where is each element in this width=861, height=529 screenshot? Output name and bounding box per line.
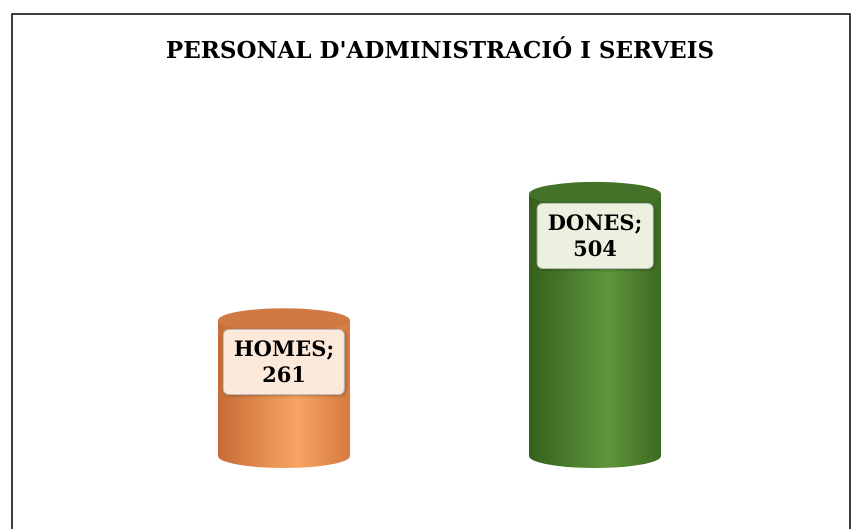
chart-title: PERSONAL D'ADMINISTRACIÓ I SERVEIS	[166, 37, 714, 64]
data-label: HOMES; 261	[222, 329, 346, 396]
cylinder-top	[529, 181, 661, 206]
chart-frame	[11, 13, 851, 529]
data-label: DONES; 504	[536, 202, 654, 269]
cylinder-top	[218, 308, 350, 333]
